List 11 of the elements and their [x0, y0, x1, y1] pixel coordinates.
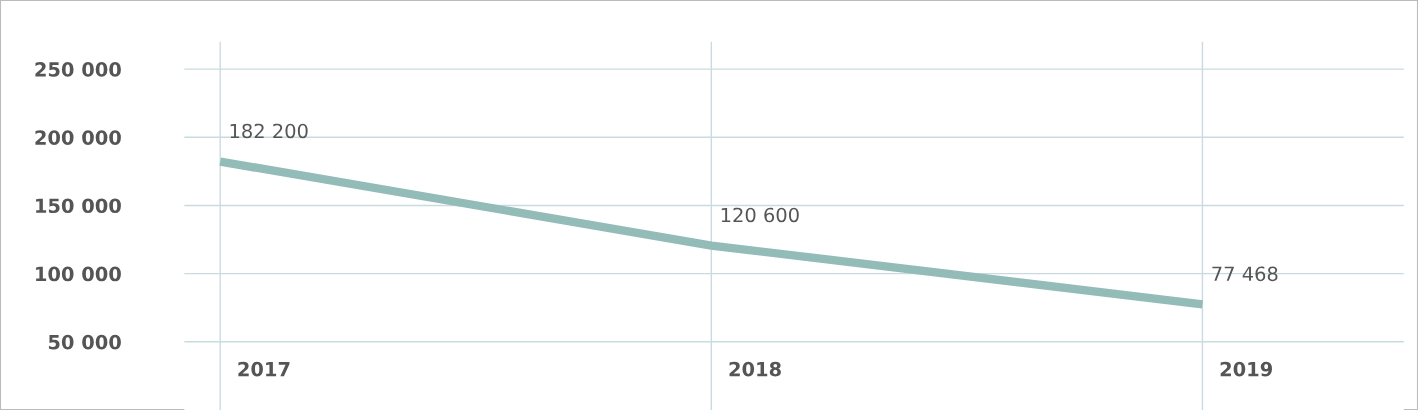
x-tick-label: 2018	[729, 361, 781, 377]
text: 182 200	[230, 123, 308, 139]
y-tick-label: 250 000	[35, 62, 121, 77]
text: 120 600	[721, 207, 799, 223]
y-tick-label: 50 000	[48, 334, 121, 350]
y-tick-label: 200 000	[35, 130, 121, 145]
y-tick-label: 150 000	[36, 198, 121, 214]
y-tick-label: 100 000	[36, 266, 121, 282]
x-tick-label: 2019	[1220, 361, 1272, 377]
text: 77 468	[1212, 266, 1278, 282]
x-tick-label: 2017	[238, 361, 290, 377]
